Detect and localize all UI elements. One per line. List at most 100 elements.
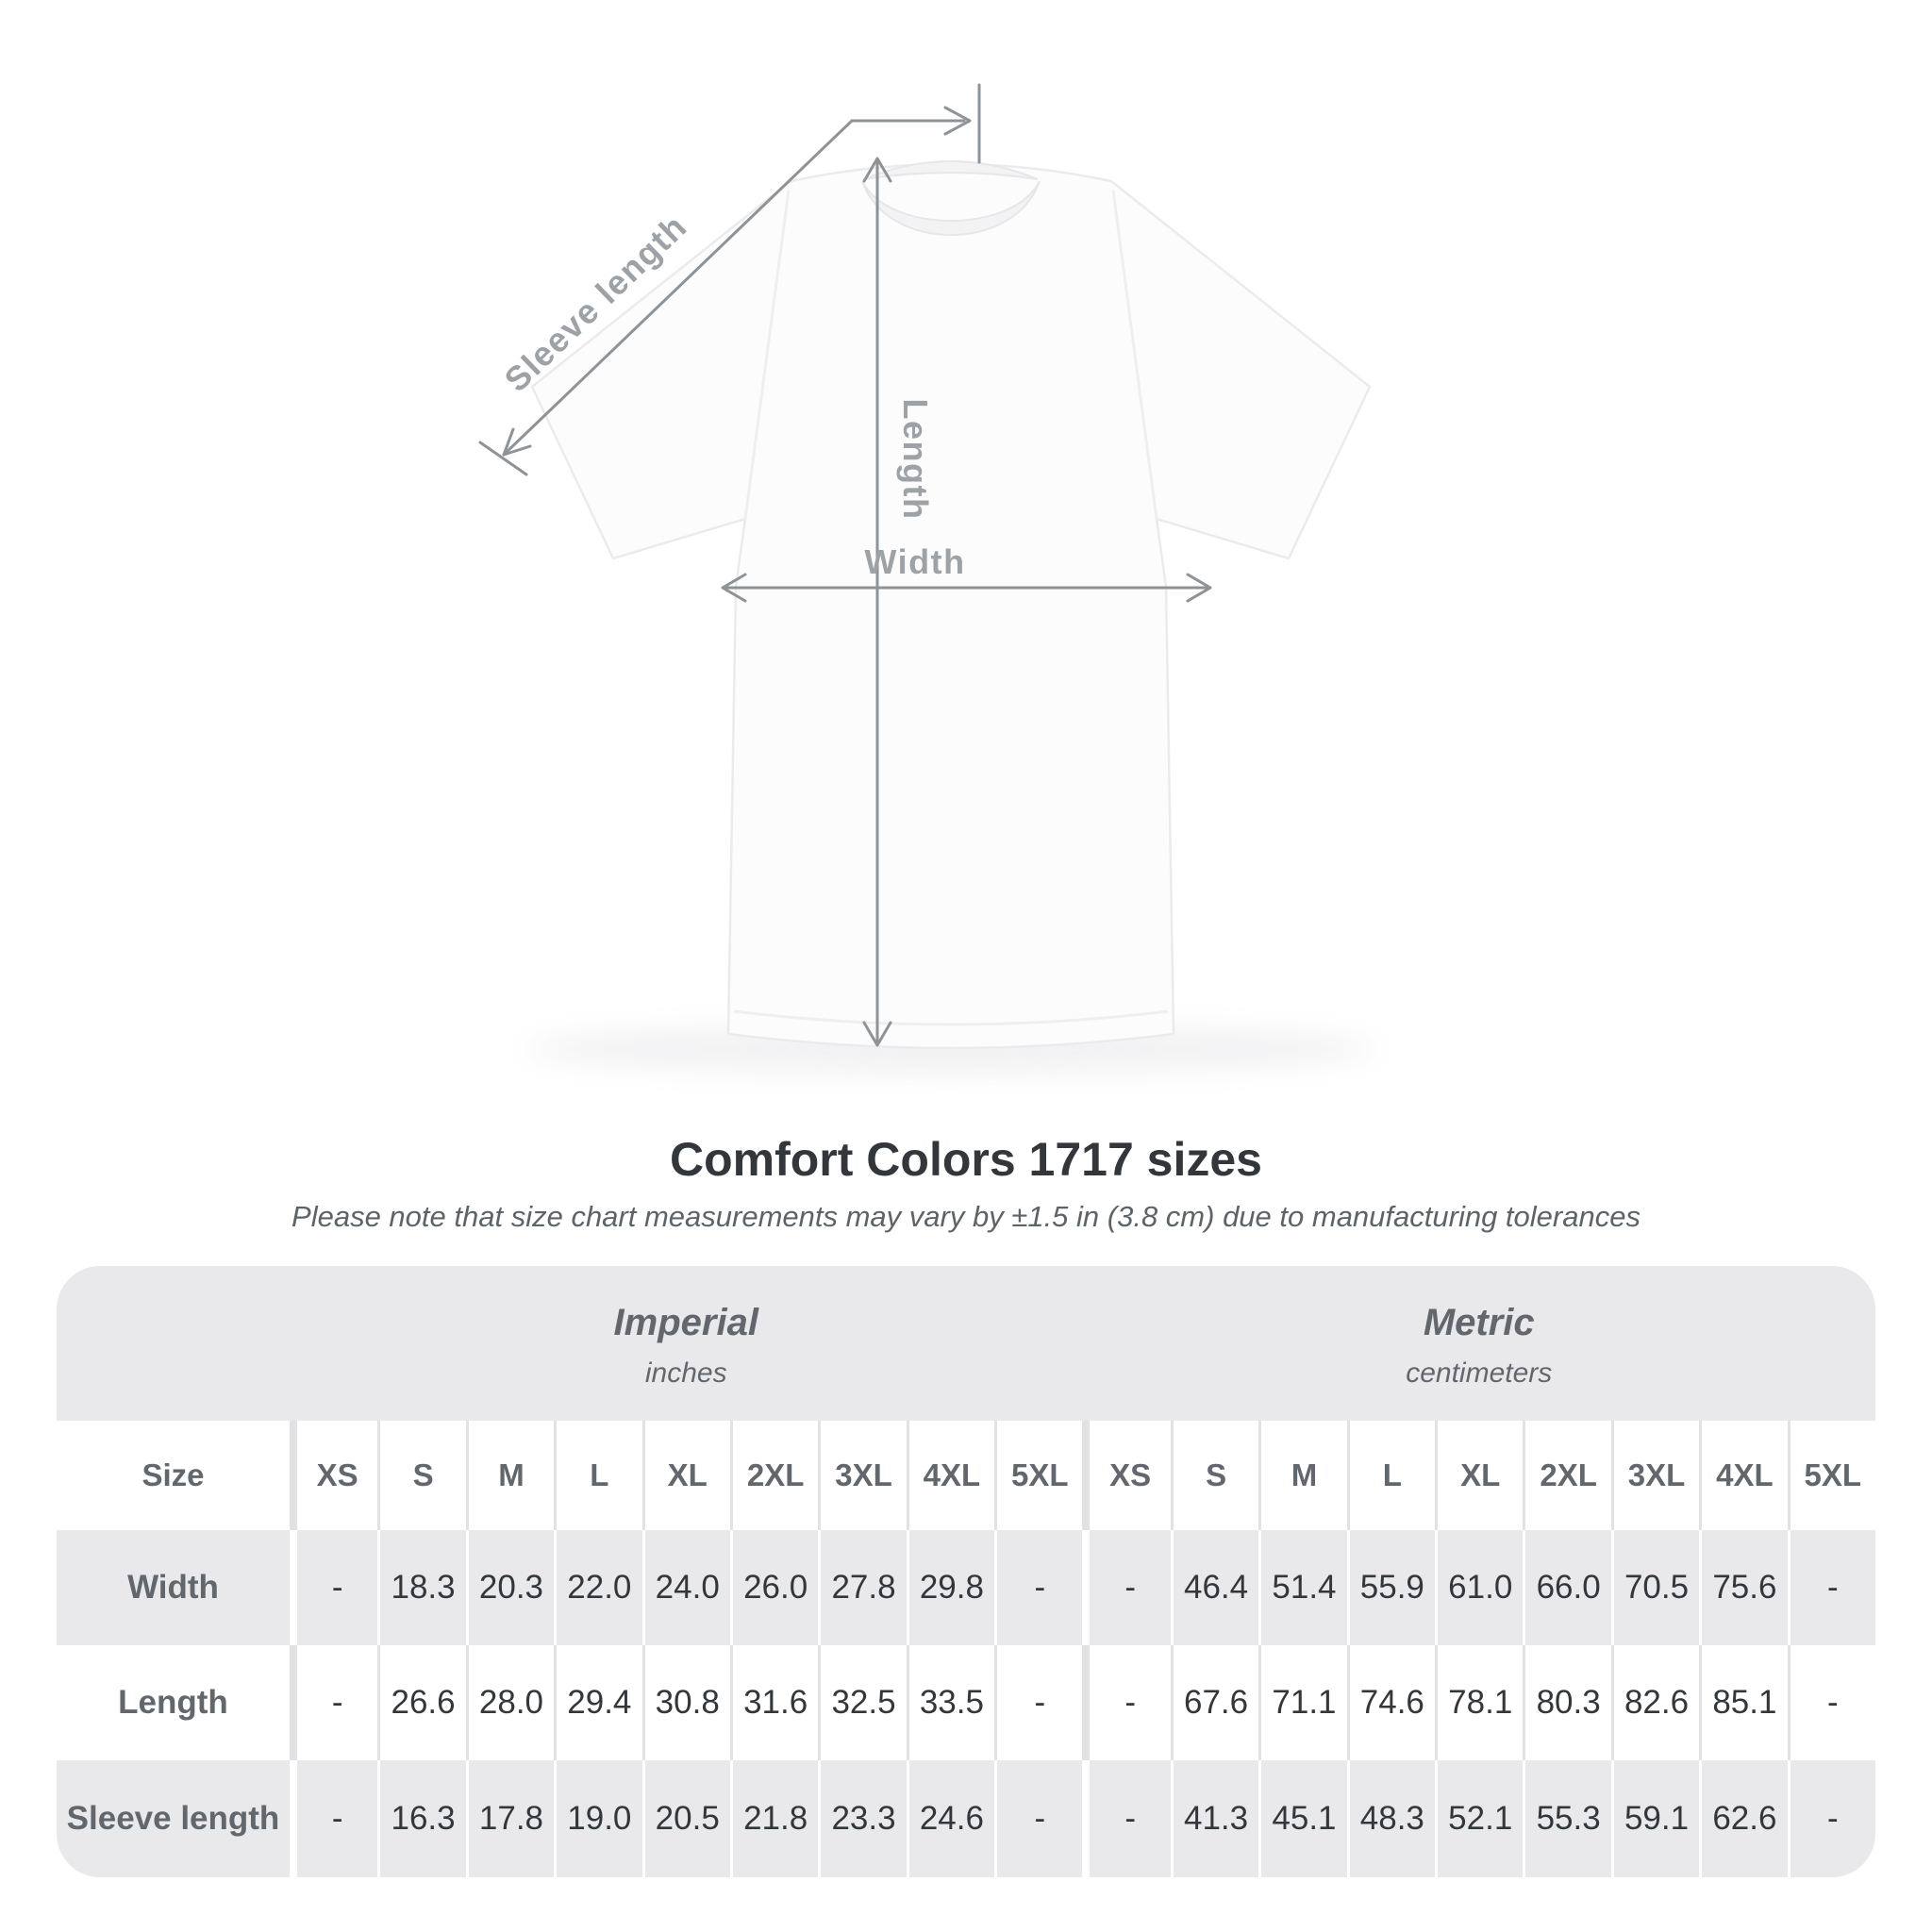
- length-label: Length: [896, 399, 935, 521]
- imperial-title: Imperial: [613, 1301, 758, 1343]
- size-col-header: 5XL: [1787, 1421, 1875, 1530]
- right-sleeve-seam: [1111, 190, 1158, 520]
- size-col-header: XS: [290, 1421, 377, 1530]
- table-cell: 55.9: [1346, 1530, 1435, 1645]
- table-cell: -: [1082, 1645, 1170, 1760]
- table-cell: 24.6: [906, 1760, 994, 1877]
- tshirt-measurement-diagram: Sleeve length Length Width: [478, 83, 1375, 1074]
- sleeve-end-tick: [478, 441, 528, 476]
- metric-header: Metric centimeters: [1083, 1266, 1876, 1421]
- table-cell: 55.3: [1523, 1760, 1610, 1877]
- table-body: Width -18.3 20.3 22.0 24.0 26.0 27.8 29.8- -46.4…: [57, 1530, 1875, 1877]
- arrowhead-right-width: [1186, 573, 1212, 603]
- table-cell: 28.0: [465, 1645, 554, 1760]
- table-cell: 22.0: [554, 1530, 641, 1645]
- unit-header-row: Imperial inches Metric centimeters: [57, 1266, 1875, 1421]
- size-col-header: L: [1346, 1421, 1435, 1530]
- arrowhead-up: [862, 157, 892, 183]
- size-col-header: M: [465, 1421, 554, 1530]
- arrowhead-sleeve: [502, 427, 532, 457]
- size-col-header: XS: [1082, 1421, 1170, 1530]
- table-cell: 51.4: [1258, 1530, 1346, 1645]
- table-cell: 82.6: [1610, 1645, 1699, 1760]
- table-cell: 23.3: [818, 1760, 906, 1877]
- table-cell: 20.3: [465, 1530, 554, 1645]
- table-cell: 41.3: [1170, 1760, 1258, 1877]
- table-cell: 19.0: [554, 1760, 641, 1877]
- left-sleeve-seam: [743, 190, 791, 520]
- table-cell: -: [1082, 1530, 1170, 1645]
- arrowhead-down: [862, 1021, 892, 1047]
- collar-back: [863, 160, 1039, 180]
- size-col-header: XL: [641, 1421, 730, 1530]
- table-cell: 26.6: [377, 1645, 465, 1760]
- sleeve-dim-diagonal: [502, 119, 854, 457]
- table-cell: 17.8: [465, 1760, 554, 1877]
- size-col-header: XL: [1435, 1421, 1523, 1530]
- size-col-header: 2XL: [1523, 1421, 1610, 1530]
- table-cell: 61.0: [1435, 1530, 1523, 1645]
- metric-unit: centimeters: [1406, 1357, 1553, 1389]
- hem-stitch: [733, 1009, 1169, 1026]
- table-cell: 32.5: [818, 1645, 906, 1760]
- collar-front: [861, 180, 1041, 236]
- table-cell: 48.3: [1346, 1760, 1435, 1877]
- table-cell: 24.0: [641, 1530, 730, 1645]
- size-col-header: S: [377, 1421, 465, 1530]
- table-cell: 33.5: [906, 1645, 994, 1760]
- row-label: Sleeve length: [66, 1800, 280, 1837]
- arrowhead-left: [721, 573, 747, 603]
- table-row: Width -18.3 20.3 22.0 24.0 26.0 27.8 29.8- -46.4…: [57, 1530, 1875, 1645]
- table-cell: 30.8: [641, 1645, 730, 1760]
- table-cell: -: [290, 1530, 377, 1645]
- table-cell: 16.3: [377, 1760, 465, 1877]
- table-cell: 31.6: [729, 1645, 818, 1760]
- table-cell: 67.6: [1170, 1645, 1258, 1760]
- imperial-unit: inches: [644, 1357, 727, 1389]
- table-cell: 29.4: [554, 1645, 641, 1760]
- tshirt-body: [530, 162, 1372, 1050]
- table-cell: 62.6: [1699, 1760, 1787, 1877]
- size-header-row: Size XS S M L XL 2XL 3XL 4XL 5XL XS S M L XL 2XL 3XL 4XL…: [57, 1421, 1875, 1530]
- table-cell: 70.5: [1610, 1530, 1699, 1645]
- size-header-label: Size: [142, 1457, 205, 1492]
- table-cell: 78.1: [1435, 1645, 1523, 1760]
- table-cell: 18.3: [377, 1530, 465, 1645]
- size-col-header: 3XL: [818, 1421, 906, 1530]
- table-row: Length -26.6 28.0 29.4 30.8 31.6 32.5 33.5- -67.…: [57, 1645, 1875, 1760]
- size-col-header: S: [1170, 1421, 1258, 1530]
- table-cell: 26.0: [729, 1530, 818, 1645]
- table-cell: 80.3: [1523, 1645, 1610, 1760]
- table-cell: 66.0: [1523, 1530, 1610, 1645]
- table-cell: 74.6: [1346, 1645, 1435, 1760]
- corner-spacer: [57, 1266, 290, 1421]
- tolerance-note: Please note that size chart measurements…: [291, 1200, 1641, 1233]
- page-title: Comfort Colors 1717 sizes: [670, 1133, 1262, 1186]
- table-cell: -: [1787, 1530, 1875, 1645]
- table-cell: -: [290, 1645, 377, 1760]
- row-label: Length: [118, 1684, 228, 1721]
- table-cell: 46.4: [1170, 1530, 1258, 1645]
- imperial-header: Imperial inches: [290, 1266, 1083, 1421]
- size-col-header: 5XL: [994, 1421, 1082, 1530]
- table-cell: 29.8: [906, 1530, 994, 1645]
- size-table: Imperial inches Metric centimeters Size …: [57, 1266, 1875, 1877]
- table-cell: 27.8: [818, 1530, 906, 1645]
- size-col-header: 3XL: [1610, 1421, 1699, 1530]
- table-cell: -: [994, 1760, 1082, 1877]
- table-cell: 45.1: [1258, 1760, 1346, 1877]
- table-cell: 20.5: [641, 1760, 730, 1877]
- table-cell: -: [994, 1530, 1082, 1645]
- size-col-header: 4XL: [1699, 1421, 1787, 1530]
- metric-title: Metric: [1423, 1301, 1535, 1343]
- size-col-header: L: [554, 1421, 641, 1530]
- table-cell: -: [994, 1645, 1082, 1760]
- table-row: Sleeve length -16.3 17.8 19.0 20.5 21.8 23.3 24…: [57, 1760, 1875, 1877]
- table-cell: -: [1787, 1760, 1875, 1877]
- size-col-header: 2XL: [729, 1421, 818, 1530]
- width-label: Width: [864, 542, 965, 581]
- row-label: Width: [127, 1569, 219, 1606]
- table-cell: -: [1787, 1645, 1875, 1760]
- table-cell: 75.6: [1699, 1530, 1787, 1645]
- size-col-header: M: [1258, 1421, 1346, 1530]
